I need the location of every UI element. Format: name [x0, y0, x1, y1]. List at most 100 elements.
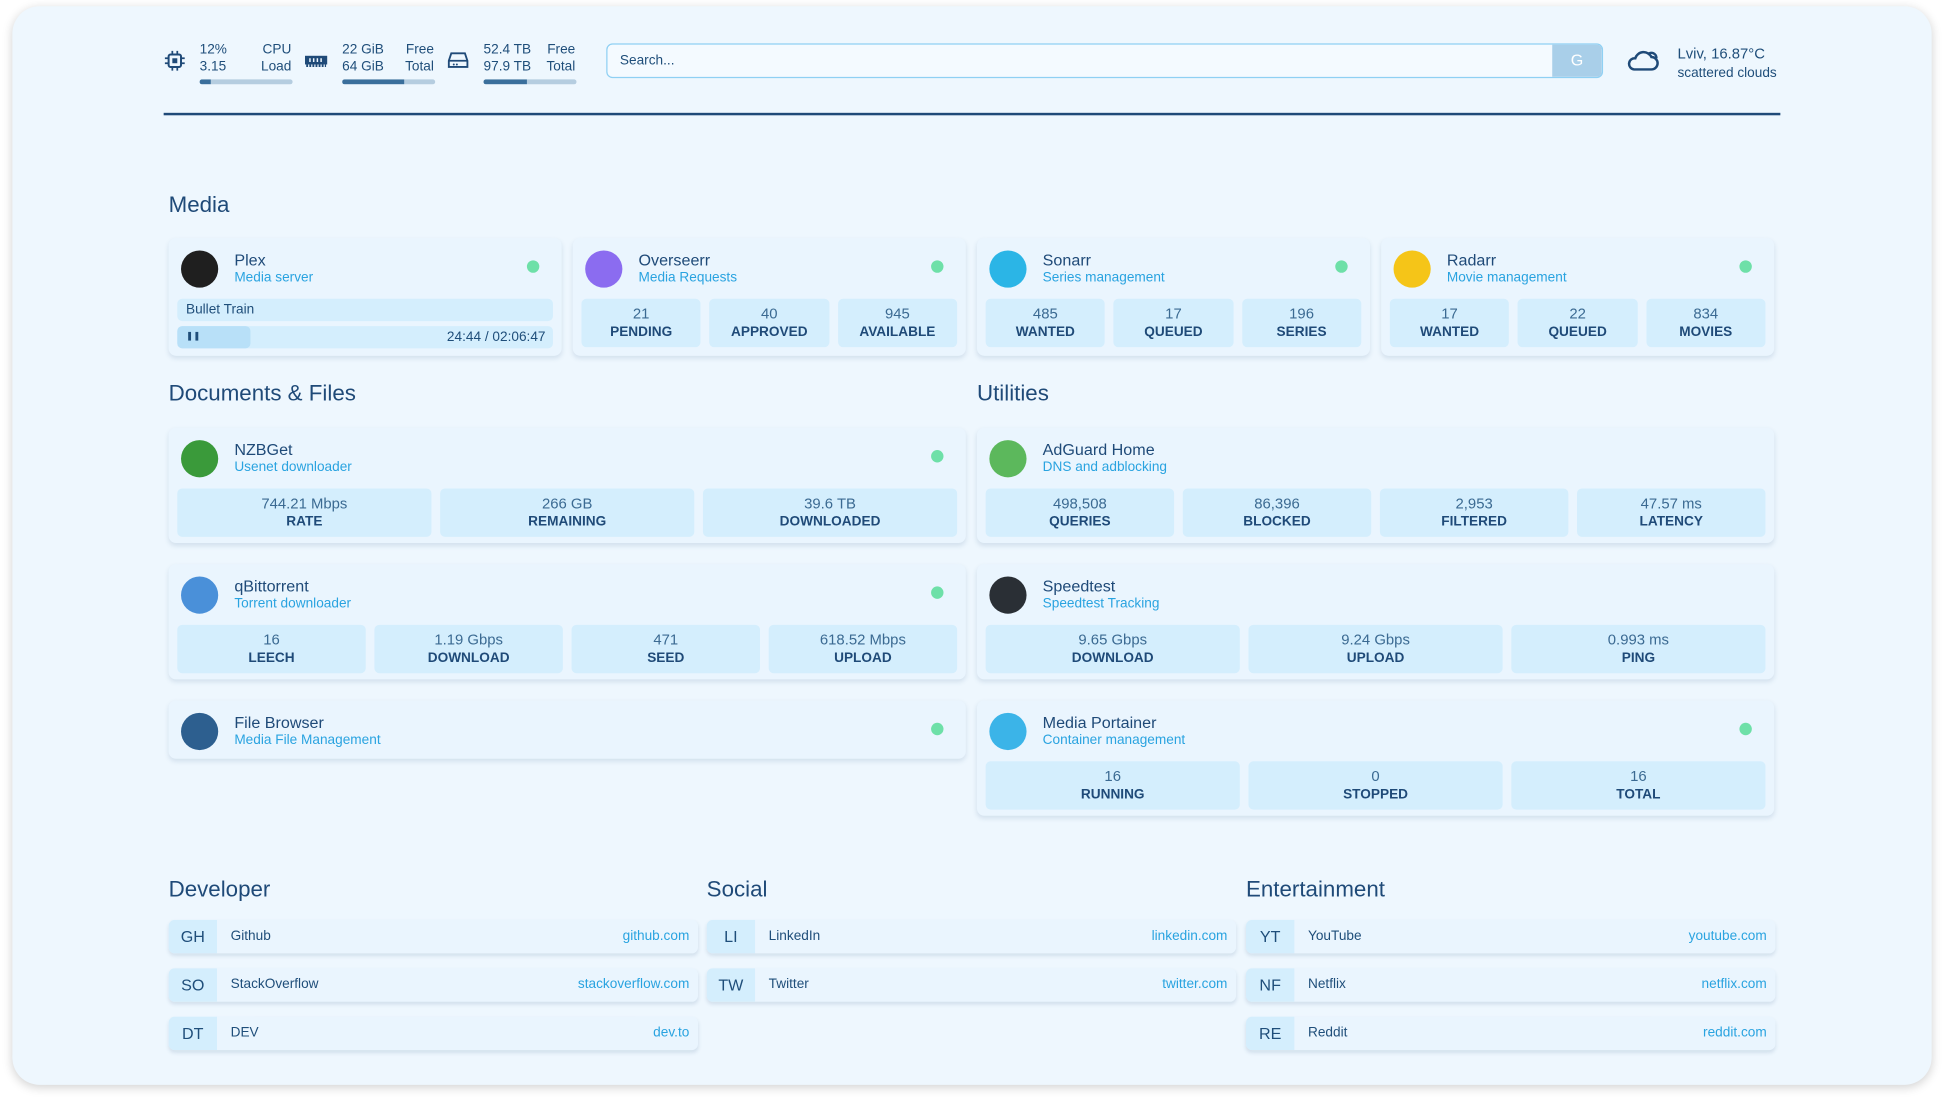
stats-row: 17 WANTED 22 QUEUED 834 MOVIES: [1389, 298, 1766, 348]
pause-icon[interactable]: ❚❚: [185, 332, 201, 341]
service-card-media-portainer[interactable]: Media Portainer Container management 16 RUN…: [976, 700, 1775, 816]
stat-label: TOTAL: [1616, 787, 1661, 803]
total-label: Total: [546, 59, 576, 75]
bookmark-netflix[interactable]: NF Netflix netflix.com: [1245, 968, 1776, 1002]
bookmark-url[interactable]: twitter.com: [1162, 976, 1228, 992]
stat-value: 47.57 ms: [1640, 494, 1702, 513]
bookmark-stackoverflow[interactable]: SO StackOverflow stackoverflow.com: [168, 968, 699, 1002]
stat-value: 22: [1569, 304, 1586, 323]
weather-location: Lviv, 16.87°C: [1677, 44, 1766, 62]
service-card-overseerr[interactable]: Overseerr Media Requests 21 PENDING 40 APPROV…: [572, 238, 966, 356]
search-input[interactable]: [607, 44, 1550, 77]
bookmark-github[interactable]: GH Github github.com: [168, 919, 699, 954]
stat-label: BLOCKED: [1243, 514, 1311, 530]
service-description: Movie management: [1446, 270, 1567, 286]
stat-label: DOWNLOAD: [1071, 650, 1154, 666]
cpu-bar: [199, 79, 293, 85]
file-browser-icon: [181, 712, 219, 751]
bookmark-youtube[interactable]: YT YouTube youtube.com: [1245, 919, 1776, 954]
bookmark-name: StackOverflow: [230, 976, 319, 992]
status-indicator: [1739, 722, 1752, 736]
stat-upload: 618.52 Mbps UPLOAD: [768, 624, 958, 674]
bookmark-abbr: GH: [168, 919, 217, 954]
stats-row: 744.21 Mbps RATE 266 GB REMAINING 39.6 TB DOW…: [177, 488, 958, 537]
service-description: Media Requests: [638, 270, 738, 286]
qbittorrent-icon: [181, 576, 219, 614]
stat-label: UPLOAD: [1346, 650, 1405, 666]
stat-value: 39.6 TB: [804, 494, 856, 513]
stat-leech: 16 LEECH: [177, 624, 366, 674]
stat-label: LATENCY: [1639, 514, 1703, 530]
bookmark-twitter[interactable]: TW Twitter twitter.com: [706, 968, 1237, 1002]
service-name: Speedtest: [1042, 576, 1116, 596]
cpu-label: CPU: [262, 42, 292, 58]
stat-running: 16 RUNNING: [985, 761, 1240, 810]
service-name: Media Portainer: [1042, 712, 1157, 732]
stat-value: 16: [263, 631, 280, 649]
section-title-media: Media: [168, 192, 230, 217]
free-label: Free: [547, 42, 576, 58]
bookmark-url[interactable]: linkedin.com: [1151, 928, 1228, 944]
speedtest-icon: [989, 576, 1027, 614]
stat-value: 40: [761, 304, 778, 323]
bookmark-abbr: NF: [1245, 968, 1295, 1002]
service-description: Media File Management: [234, 732, 381, 748]
weather-widget: Lviv, 16.87°C scattered clouds: [1677, 43, 1776, 83]
stat-download: 9.65 Gbps DOWNLOAD: [985, 624, 1240, 674]
stat-label: REMAINING: [528, 514, 607, 530]
stat-value: 17: [1441, 304, 1458, 323]
service-card-radarr[interactable]: Radarr Movie management 17 WANTED 22 QUEUED 83…: [1381, 238, 1775, 356]
cpu-load: 3.15: [199, 59, 227, 75]
service-card-nzbget[interactable]: NZBGet Usenet downloader 744.21 Mbps RATE 26…: [168, 427, 966, 544]
bookmark-dev[interactable]: DT DEV dev.to: [168, 1016, 699, 1051]
service-card-speedtest[interactable]: Speedtest Speedtest Tracking 9.65 Gbps DOWN…: [976, 564, 1775, 680]
service-card-qbittorrent[interactable]: qBittorrent Torrent downloader 16 LEECH 1.19…: [168, 564, 966, 680]
service-card-file-browser[interactable]: File Browser Media File Management: [168, 700, 966, 759]
stat-label: RUNNING: [1080, 787, 1145, 803]
stat-stopped: 0 STOPPED: [1248, 761, 1503, 810]
stat-pending: 21 PENDING: [581, 298, 701, 348]
bookmark-abbr: YT: [1245, 919, 1295, 954]
service-description: Usenet downloader: [234, 459, 352, 475]
stat-value: 196: [1289, 304, 1314, 323]
section-title-docs: Documents & Files: [168, 380, 356, 406]
stat-label: DOWNLOADED: [779, 514, 881, 530]
stats-row: 9.65 Gbps DOWNLOAD 9.24 Gbps UPLOAD 0.993 ms…: [985, 624, 1766, 674]
playback-progress[interactable]: ❚❚ 24:44 / 02:06:47: [177, 326, 553, 349]
total-label: Total: [405, 59, 434, 75]
bookmark-abbr: DT: [168, 1016, 217, 1051]
service-description: Series management: [1042, 270, 1165, 286]
bookmark-url[interactable]: stackoverflow.com: [577, 976, 690, 992]
search-provider-button[interactable]: G: [1552, 44, 1602, 77]
status-indicator: [1739, 260, 1752, 273]
section-title-utilities: Utilities: [976, 380, 1049, 406]
stat-download: 1.19 Gbps DOWNLOAD: [374, 624, 563, 674]
bookmark-abbr: SO: [168, 968, 217, 1002]
status-indicator: [526, 260, 540, 273]
playback-time: 24:44 / 02:06:47: [446, 329, 546, 345]
memory-icon: [304, 52, 328, 67]
stat-total: 16 TOTAL: [1511, 761, 1766, 810]
stat-wanted: 17 WANTED: [1389, 298, 1510, 348]
stat-label: PING: [1621, 650, 1656, 666]
bookmark-url[interactable]: reddit.com: [1703, 1025, 1767, 1041]
bookmark-url[interactable]: youtube.com: [1688, 928, 1767, 944]
nzbget-icon: [181, 440, 219, 478]
bookmark-reddit[interactable]: RE Reddit reddit.com: [1245, 1016, 1776, 1051]
memory-bar: [342, 79, 436, 85]
service-card-sonarr[interactable]: Sonarr Series management 485 WANTED 17 QUEUED…: [976, 238, 1370, 356]
bookmark-url[interactable]: netflix.com: [1701, 976, 1767, 992]
free-label: Free: [405, 42, 434, 58]
service-card-plex[interactable]: Plex Media server Bullet Train ❚❚ 24:44 / 02…: [168, 238, 562, 356]
stat-rate: 744.21 Mbps RATE: [177, 488, 432, 537]
service-card-adguard-home[interactable]: AdGuard Home DNS and adblocking 498,508 QUE…: [976, 427, 1775, 544]
status-indicator: [1335, 260, 1348, 273]
bookmark-url[interactable]: github.com: [622, 928, 690, 944]
stat-value: 266 GB: [541, 494, 593, 513]
bookmark-linkedin[interactable]: LI LinkedIn linkedin.com: [706, 919, 1237, 954]
bookmark-abbr: LI: [706, 919, 756, 954]
bookmark-url[interactable]: dev.to: [653, 1025, 690, 1041]
stat-label: WANTED: [1015, 324, 1075, 340]
stat-filtered: 2,953 FILTERED: [1379, 488, 1569, 537]
